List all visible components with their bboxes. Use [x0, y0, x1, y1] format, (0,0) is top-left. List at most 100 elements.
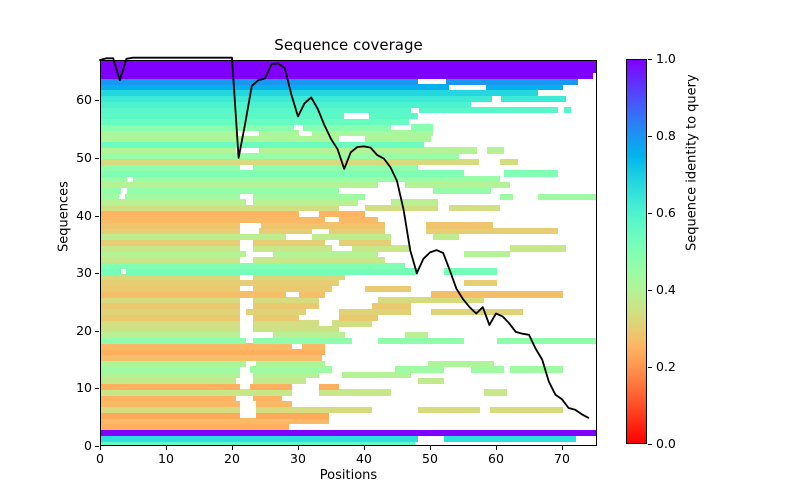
msa-row-segment	[101, 216, 326, 223]
colorbar-tick-label: 1.0	[656, 51, 676, 66]
x-axis-tick-label: 60	[488, 451, 504, 466]
msa-row-segment	[101, 314, 240, 321]
msa-row-segment	[101, 176, 128, 183]
msa-row-segment	[101, 193, 120, 200]
msa-row-segment	[246, 308, 306, 315]
msa-row-segment	[252, 285, 332, 292]
msa-row-segment	[101, 135, 339, 143]
y-axis-tick-label: 0	[84, 438, 92, 453]
msa-row-segment	[101, 308, 240, 315]
msa-row-segment	[312, 233, 392, 241]
msa-row-segment	[101, 233, 286, 241]
msa-row-segment	[101, 383, 240, 390]
msa-row-segment	[101, 343, 293, 350]
msa-row-segment	[444, 268, 497, 275]
y-axis-tick	[95, 100, 99, 102]
msa-row-segment	[261, 222, 385, 229]
msa-row-segment	[503, 170, 558, 177]
msa-row-segment	[252, 302, 319, 310]
msa-row-segment	[252, 320, 319, 327]
msa-row-segment	[101, 331, 240, 339]
msa-row-segment	[101, 147, 237, 154]
msa-row-segment	[272, 331, 346, 339]
x-axis-tick-label: 40	[356, 451, 372, 466]
msa-row-segment	[101, 268, 121, 275]
msa-row-segment	[126, 268, 418, 275]
msa-row-segment	[252, 239, 326, 246]
msa-row-segment	[127, 187, 339, 194]
y-axis-tick	[95, 330, 99, 332]
msa-row-segment	[259, 130, 299, 137]
msa-row-segment	[101, 337, 247, 344]
x-axis-tick	[298, 446, 299, 450]
msa-row-segment	[101, 245, 240, 252]
msa-row-segment	[378, 337, 464, 344]
msa-row-segment	[101, 360, 247, 367]
msa-row-segment	[500, 95, 567, 102]
msa-row-segment	[411, 124, 433, 131]
colorbar-tick-label: 0.8	[656, 128, 676, 143]
msa-row-segment	[101, 78, 418, 85]
y-axis-tick	[95, 388, 99, 390]
msa-row-segment	[101, 101, 471, 108]
msa-row-segment	[485, 84, 564, 91]
colorbar-tick	[648, 290, 652, 291]
msa-row-segment	[431, 308, 524, 315]
msa-row-segment	[338, 314, 379, 321]
msa-row-segment	[101, 285, 240, 292]
msa-row-segment	[425, 222, 494, 229]
msa-row-segment	[419, 107, 558, 114]
colorbar-tick	[648, 213, 652, 214]
msa-row-segment	[394, 366, 445, 373]
msa-row-segment	[101, 72, 593, 79]
msa-row-segment	[537, 193, 596, 200]
msa-row-segment	[101, 423, 290, 431]
y-axis-tick	[95, 157, 99, 159]
msa-row-segment	[252, 326, 339, 333]
msa-row-segment	[378, 297, 484, 304]
y-axis-tick-label: 30	[76, 265, 92, 281]
msa-row-segment	[101, 291, 286, 298]
msa-row-segment	[368, 112, 418, 120]
msa-row-segment	[252, 164, 418, 171]
msa-row-segment	[101, 418, 329, 425]
msa-row-segment	[252, 199, 359, 206]
colorbar-tick-label: 0.4	[656, 282, 676, 297]
msa-row-segment	[101, 251, 247, 258]
msa-row-segment	[365, 135, 431, 143]
msa-row-segment	[252, 193, 365, 200]
msa-row-segment	[101, 164, 240, 171]
x-axis-label: Positions	[319, 468, 378, 483]
msa-row-segment	[252, 297, 319, 304]
msa-row-segment	[101, 158, 480, 166]
msa-row-segment	[101, 124, 295, 131]
msa-row-segment	[318, 389, 392, 396]
x-axis-tick-label: 70	[554, 451, 570, 466]
msa-row-segment	[101, 112, 344, 120]
colorbar-tick	[648, 367, 652, 368]
x-axis-tick	[364, 446, 365, 450]
msa-row-segment	[101, 435, 418, 442]
msa-row-segment	[365, 205, 438, 212]
msa-row-segment	[101, 400, 240, 408]
msa-row-segment	[371, 302, 412, 310]
msa-row-segment	[425, 228, 558, 235]
msa-row-segment	[101, 239, 240, 246]
msa-row-segment	[417, 377, 445, 385]
msa-row-segment	[256, 406, 372, 413]
msa-row-segment	[101, 66, 596, 73]
msa-row-segment	[101, 228, 240, 235]
plot-title: Sequence coverage	[274, 36, 423, 54]
msa-row-segment	[101, 274, 240, 281]
msa-row-segment	[101, 279, 339, 287]
msa-row-segment	[101, 354, 323, 362]
msa-row-segment	[101, 170, 464, 177]
msa-row-segment	[391, 199, 438, 206]
msa-row-segment	[252, 274, 346, 281]
msa-row-segment	[256, 400, 293, 408]
msa-row-segment	[101, 349, 326, 356]
msa-row-segment	[101, 153, 460, 160]
msa-row-segment	[101, 199, 247, 206]
msa-row-segment	[444, 435, 577, 442]
y-axis-tick-label: 40	[76, 207, 92, 223]
